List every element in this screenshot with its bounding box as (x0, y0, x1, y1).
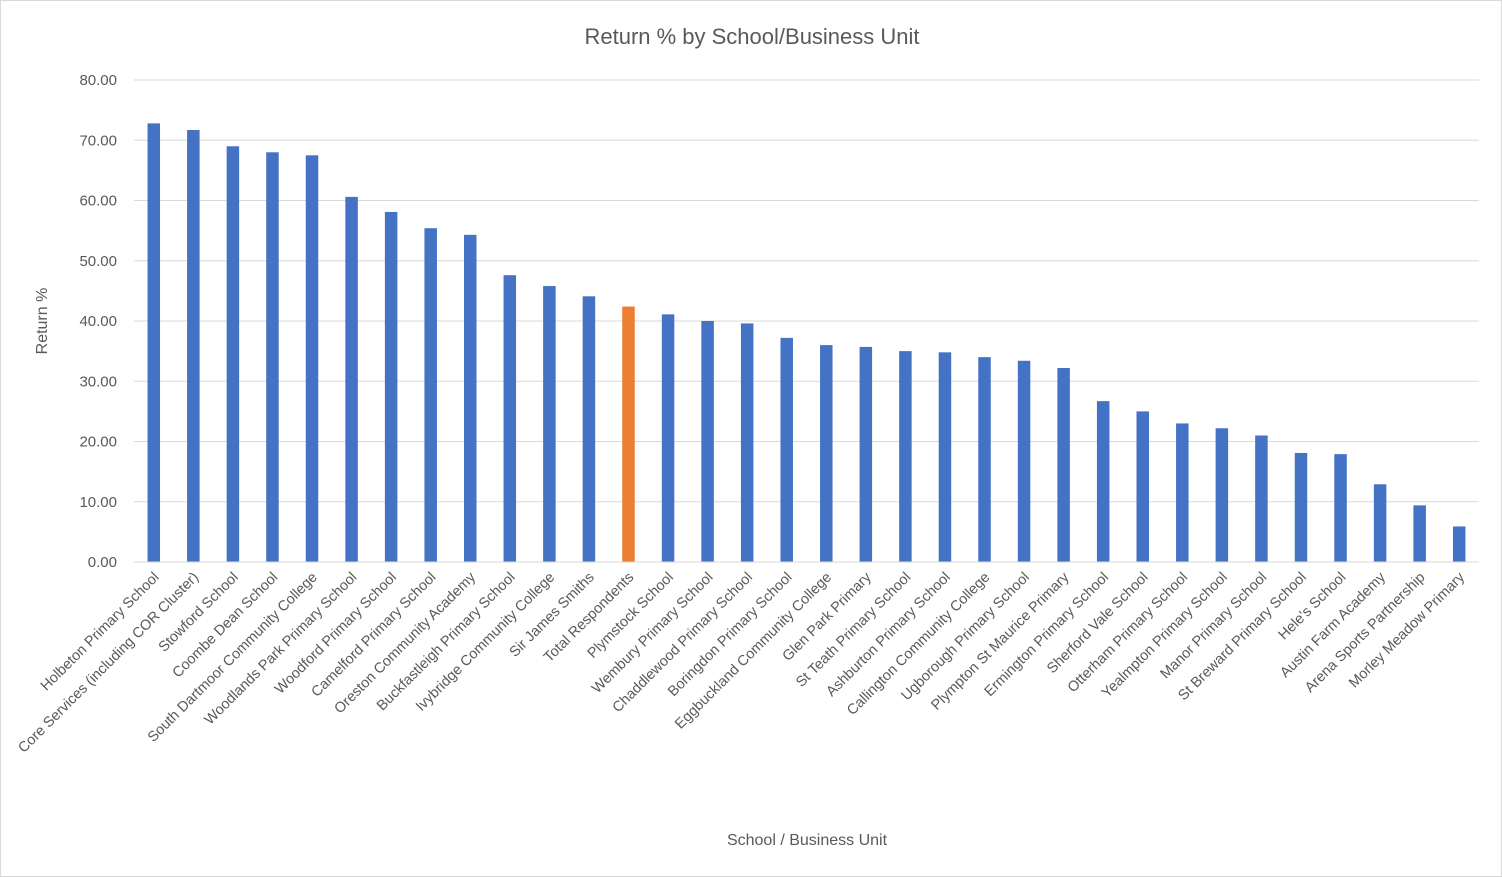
y-tick-label: 50.00 (79, 253, 117, 270)
bar (899, 351, 912, 562)
bar (305, 155, 319, 562)
bar (424, 228, 437, 562)
bar (345, 196, 358, 562)
bar (1334, 454, 1347, 562)
bar (464, 234, 477, 562)
bar (820, 345, 833, 562)
bar (1255, 435, 1268, 562)
x-axis-title: School / Business Unit (727, 832, 888, 849)
bar (978, 357, 991, 562)
bar (226, 146, 240, 562)
bar (1136, 411, 1149, 562)
y-tick-label: 0.00 (88, 554, 117, 571)
y-axis-title: Return % (34, 288, 51, 355)
bar (938, 352, 952, 562)
x-category-label: Core Services (including COR Cluster) (15, 570, 202, 757)
bar (859, 346, 873, 562)
chart-title: Return % by School/Business Unit (584, 24, 919, 49)
y-tick-label: 80.00 (79, 72, 117, 89)
bar (543, 286, 556, 562)
bar (384, 211, 398, 562)
bar (582, 296, 596, 562)
bar (1057, 367, 1070, 562)
bar (1096, 401, 1110, 562)
bar (1413, 505, 1426, 562)
bar (266, 152, 279, 563)
y-axis-ticks: 0.00 10.00 20.00 30.00 40.00 50.00 60.00 70.00 8… (79, 72, 117, 571)
bar (503, 275, 517, 562)
bar (1452, 526, 1466, 562)
y-tick-label: 60.00 (79, 193, 117, 210)
bars (147, 123, 1466, 563)
y-tick-label: 20.00 (79, 434, 117, 451)
bar (780, 337, 793, 562)
bar (1176, 423, 1189, 562)
y-tick-label: 30.00 (79, 373, 117, 390)
bar (187, 130, 200, 562)
bar (1017, 360, 1031, 562)
bar (701, 321, 714, 562)
bar (622, 306, 635, 562)
gridlines (134, 79, 1479, 503)
y-tick-label: 40.00 (79, 313, 117, 330)
bar (1215, 428, 1229, 562)
y-tick-label: 10.00 (79, 494, 117, 511)
bar (1373, 484, 1387, 562)
bar (661, 314, 675, 562)
y-tick-label: 70.00 (79, 132, 117, 149)
bar (147, 123, 161, 562)
bar (740, 323, 754, 562)
bar (1294, 452, 1308, 562)
